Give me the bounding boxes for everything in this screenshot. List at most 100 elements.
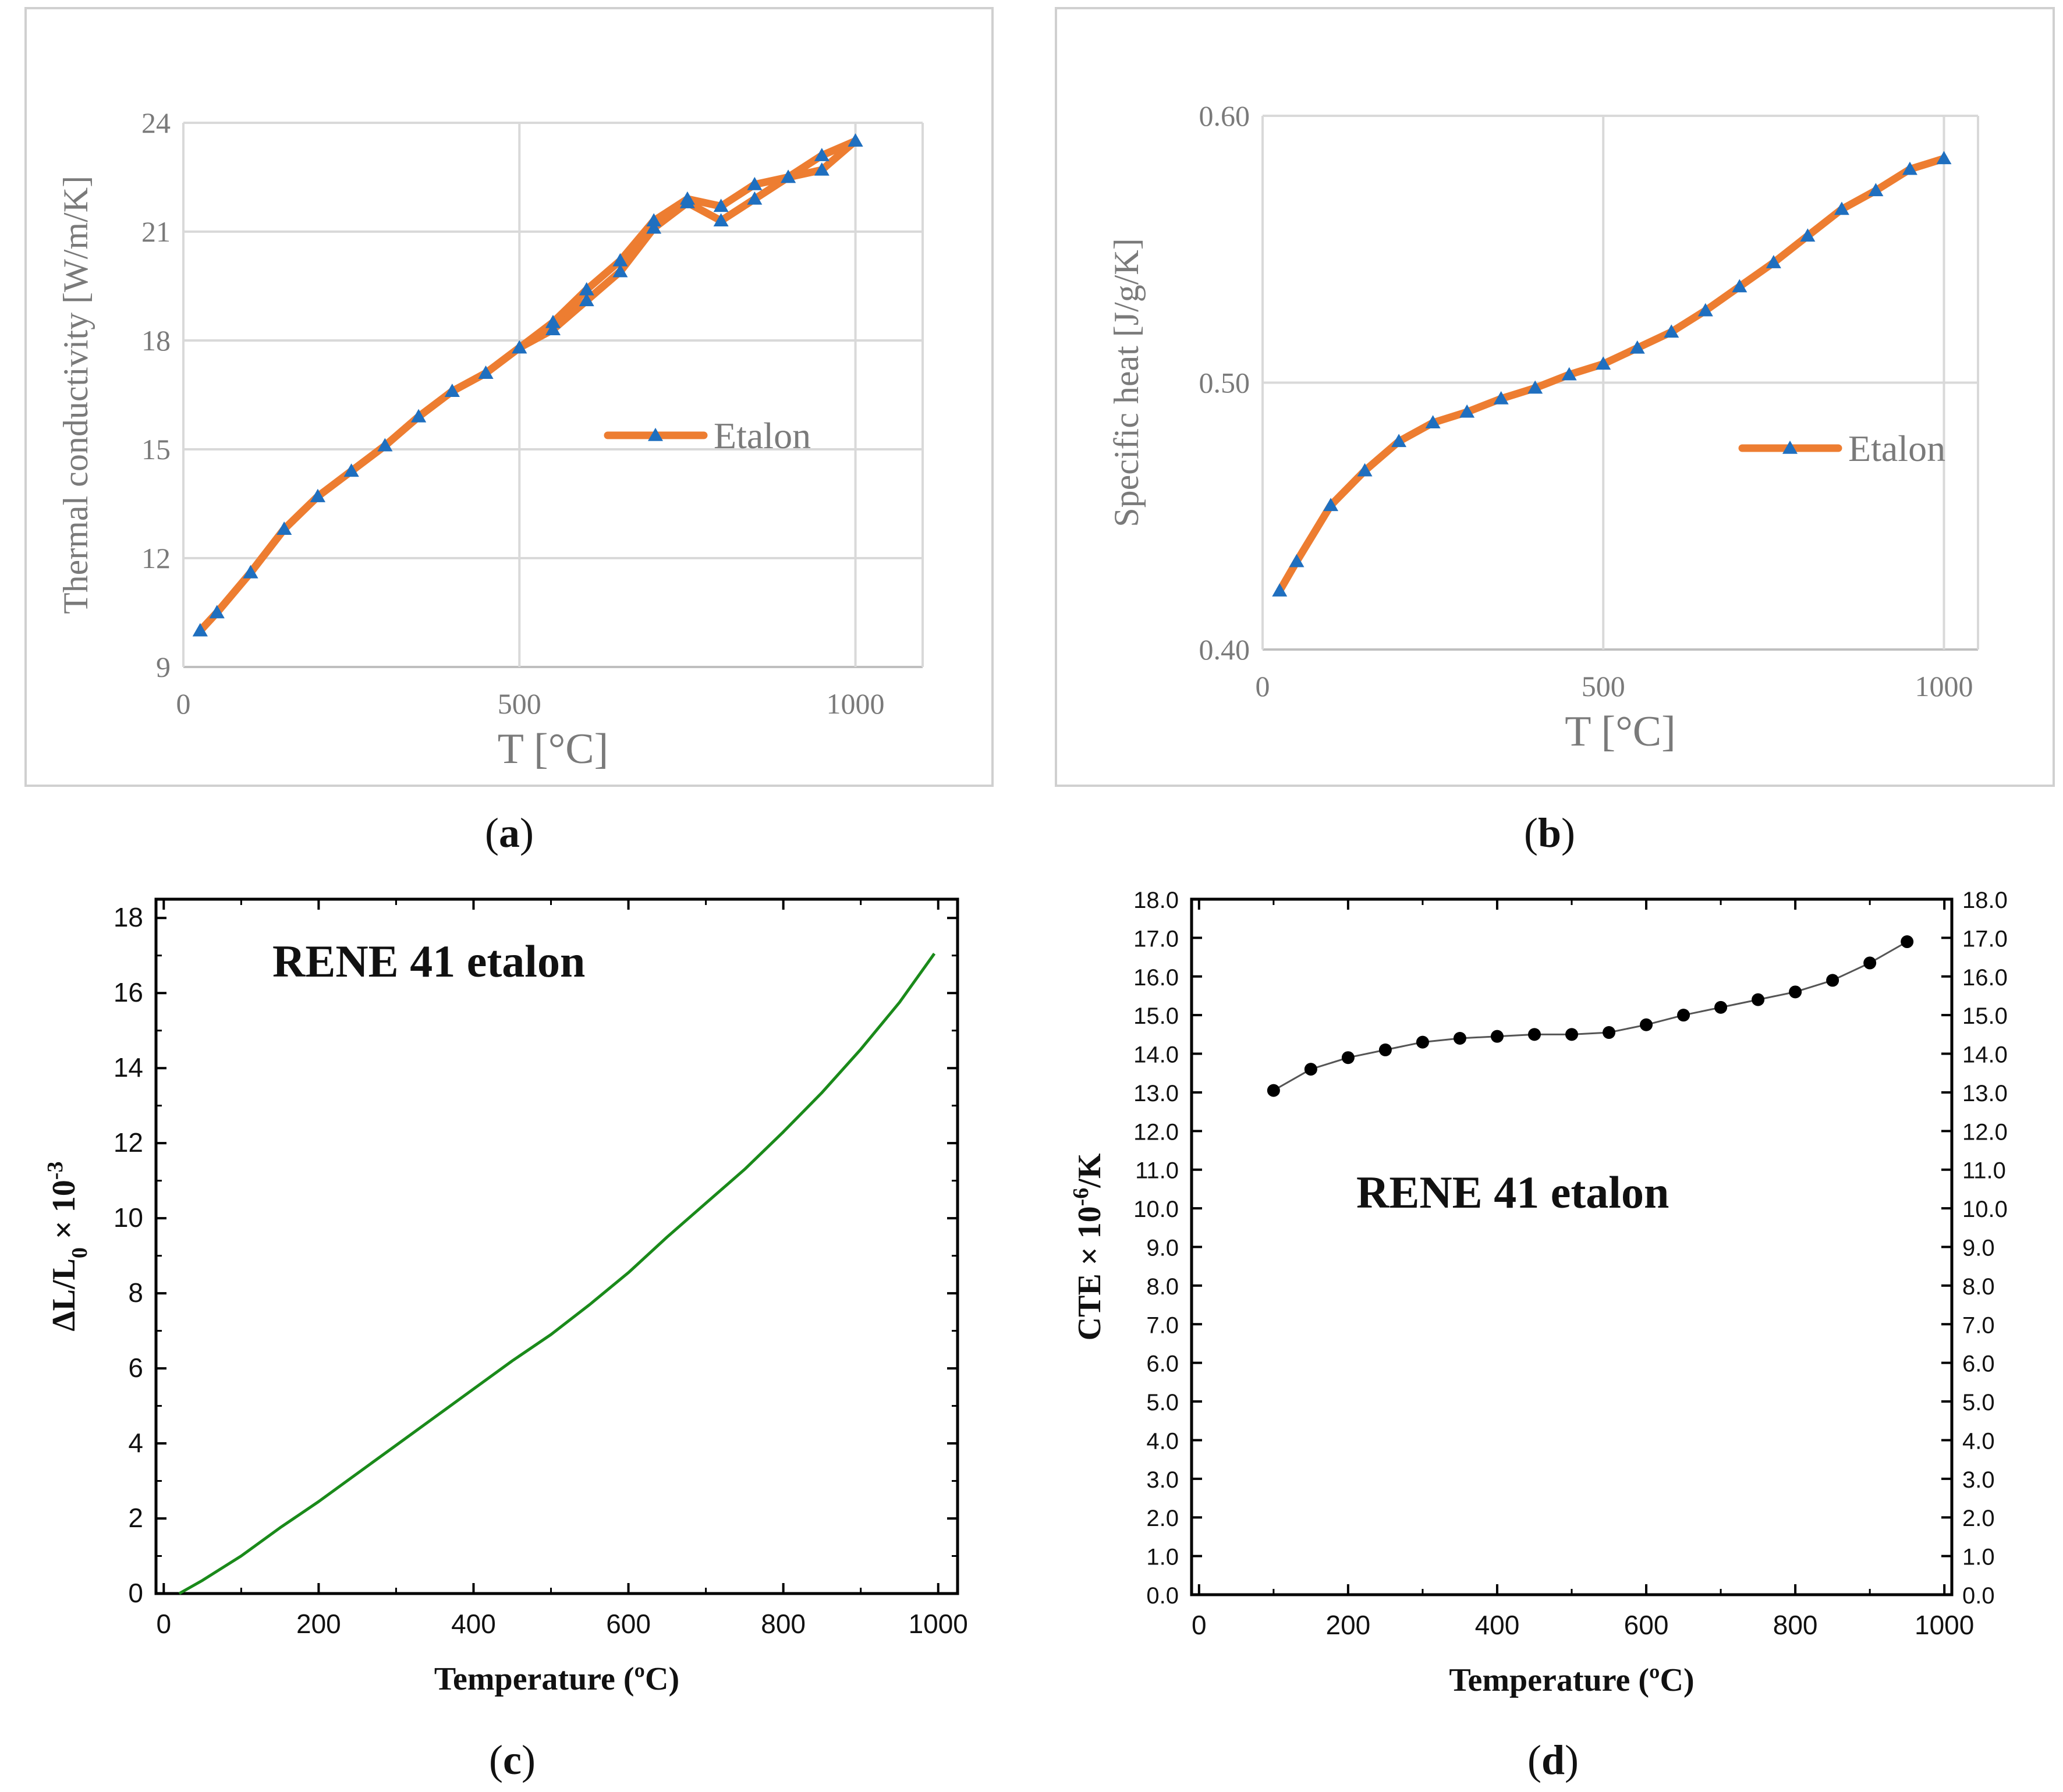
y-tick-label-right: 9.0 [1962,1236,1995,1261]
y-tick-label-right: 8.0 [1962,1274,1995,1300]
y-title-exponent: -3 [43,1162,68,1180]
data-point-marker [1304,1063,1317,1076]
y-axis-title: Specific heat [J/g/K] [1107,238,1146,527]
y-tick-label: 9 [156,651,171,683]
data-point-marker [1323,498,1339,512]
data-point-marker [1453,1032,1466,1045]
data-point-marker [814,148,830,161]
y-title-main: ΔL/L [46,1258,82,1331]
data-point-marker [377,438,393,452]
data-point-marker [1863,956,1877,970]
panel-b-chart: 0.40 0.50 0.60 0 500 1000 T [°C] Specific heat … [1055,7,2055,856]
data-point-marker [310,489,325,502]
y-tick-label-right: 18.0 [1962,888,2008,913]
x-tick-label: 800 [761,1609,806,1639]
y-axis-title: CTE × 10-6/K [1069,1153,1108,1340]
y-tick-label: 14.0 [1133,1042,1179,1068]
y-tick-label: 9.0 [1146,1236,1179,1261]
y-tick-label: 18 [114,902,143,932]
y-tick-label: 12 [141,542,171,574]
data-point-marker [1640,1018,1653,1031]
data-point-marker [478,366,494,379]
y-tick-label: 14 [114,1052,143,1083]
y-tick-label: 2 [128,1503,143,1533]
y-axis-title: ΔL/L0 × 10-3 [43,1162,92,1332]
caption-open: ( [1527,1737,1541,1783]
x-tick-label: 500 [498,687,541,720]
data-point-marker [1561,367,1577,381]
y-tick-label: 15.0 [1133,1003,1179,1029]
x-tick-label: 500 [1582,670,1625,702]
data-point-marker [1677,1009,1690,1022]
y-tick-label: 0.60 [1199,100,1250,132]
data-point-marker [1527,380,1543,394]
y-tick-label-right: 13.0 [1962,1081,2008,1106]
panel-caption: (c) [489,1737,536,1783]
y-tick-label: 16 [114,977,143,1007]
y-axis-title: Thermal conductivity [W/m/K] [56,176,95,614]
data-point-marker [747,191,763,205]
data-point-marker [243,565,258,579]
y-tick-label: 5.0 [1146,1390,1179,1415]
data-point-marker [1357,463,1373,477]
y-title-mult: × 10 [46,1180,82,1247]
caption-close: ) [520,810,534,856]
data-point-marker [1901,935,1914,949]
data-point-marker [848,133,863,147]
y-tick-label: 8 [128,1278,143,1308]
y-title-exponent: -6 [1069,1188,1093,1207]
series-line [1273,941,1908,1091]
y-tick-label-right: 5.0 [1962,1390,1995,1415]
caption-letter: d [1541,1737,1565,1783]
data-point-marker [1732,279,1747,293]
data-point-marker [512,340,527,354]
caption-letter: a [499,810,520,856]
legend-swatch-marker [1782,441,1798,454]
y-tick-label-right: 10.0 [1962,1197,2008,1222]
chart-frame [1055,7,2055,787]
y-tick-label: 24 [141,107,171,139]
data-point-marker [1697,303,1713,317]
x-tick-label: 0 [157,1609,172,1639]
y-tick-label-right: 4.0 [1962,1428,1995,1454]
data-point-marker [1565,1028,1578,1041]
caption-open: ( [485,810,499,856]
y-tick-label: 0.50 [1199,367,1250,399]
x-tick-label: 800 [1773,1610,1818,1640]
annotation-label: RENE 41 etalon [1356,1167,1669,1218]
x-tick-label: 1000 [1915,670,1973,702]
y-tick-label: 16.0 [1133,965,1179,991]
panel-a-chart: 9 12 15 18 21 24 0 500 1000 T [°C] Thermal conduct… [24,7,994,856]
data-point-marker [545,322,561,336]
data-point-marker [1493,391,1509,404]
y-tick-label-right: 6.0 [1962,1351,1995,1377]
legend-label: Etalon [1848,428,1945,469]
data-point-marker [209,605,225,619]
y-tick-label: 13.0 [1133,1081,1179,1106]
caption-close: ) [1561,810,1575,856]
data-point-marker [646,213,662,227]
data-point-marker [1416,1035,1429,1049]
y-tick-label: 11.0 [1135,1158,1179,1184]
x-tick-label: 0 [1256,670,1270,702]
y-tick-label-right: 3.0 [1962,1467,1995,1493]
legend-swatch-marker [648,428,663,441]
y-tick-label: 4.0 [1146,1428,1179,1454]
y-tick-label: 8.0 [1146,1274,1179,1300]
x-axis-title: T [°C] [498,725,609,773]
x-tick-label: 0 [176,687,191,720]
x-tick-label: 400 [1475,1610,1520,1640]
y-tick-label: 7.0 [1146,1312,1179,1338]
data-point-marker [1378,1043,1392,1056]
data-point-marker [814,162,830,176]
y-title-main: CTE × 10 [1072,1206,1108,1340]
data-point-marker [747,176,763,190]
y-tick-label-right: 7.0 [1962,1312,1995,1338]
y-tick-label: 15 [141,433,171,466]
panel-caption: (a) [485,810,534,856]
y-tick-label: 2.0 [1146,1506,1179,1531]
panel-c-chart: 0 200 400 600 800 1000 0 2 4 6 8 10 12 14 16 18 Temperat… [43,897,968,1783]
data-point-marker [1596,356,1611,370]
y-tick-label: 18.0 [1133,888,1179,913]
